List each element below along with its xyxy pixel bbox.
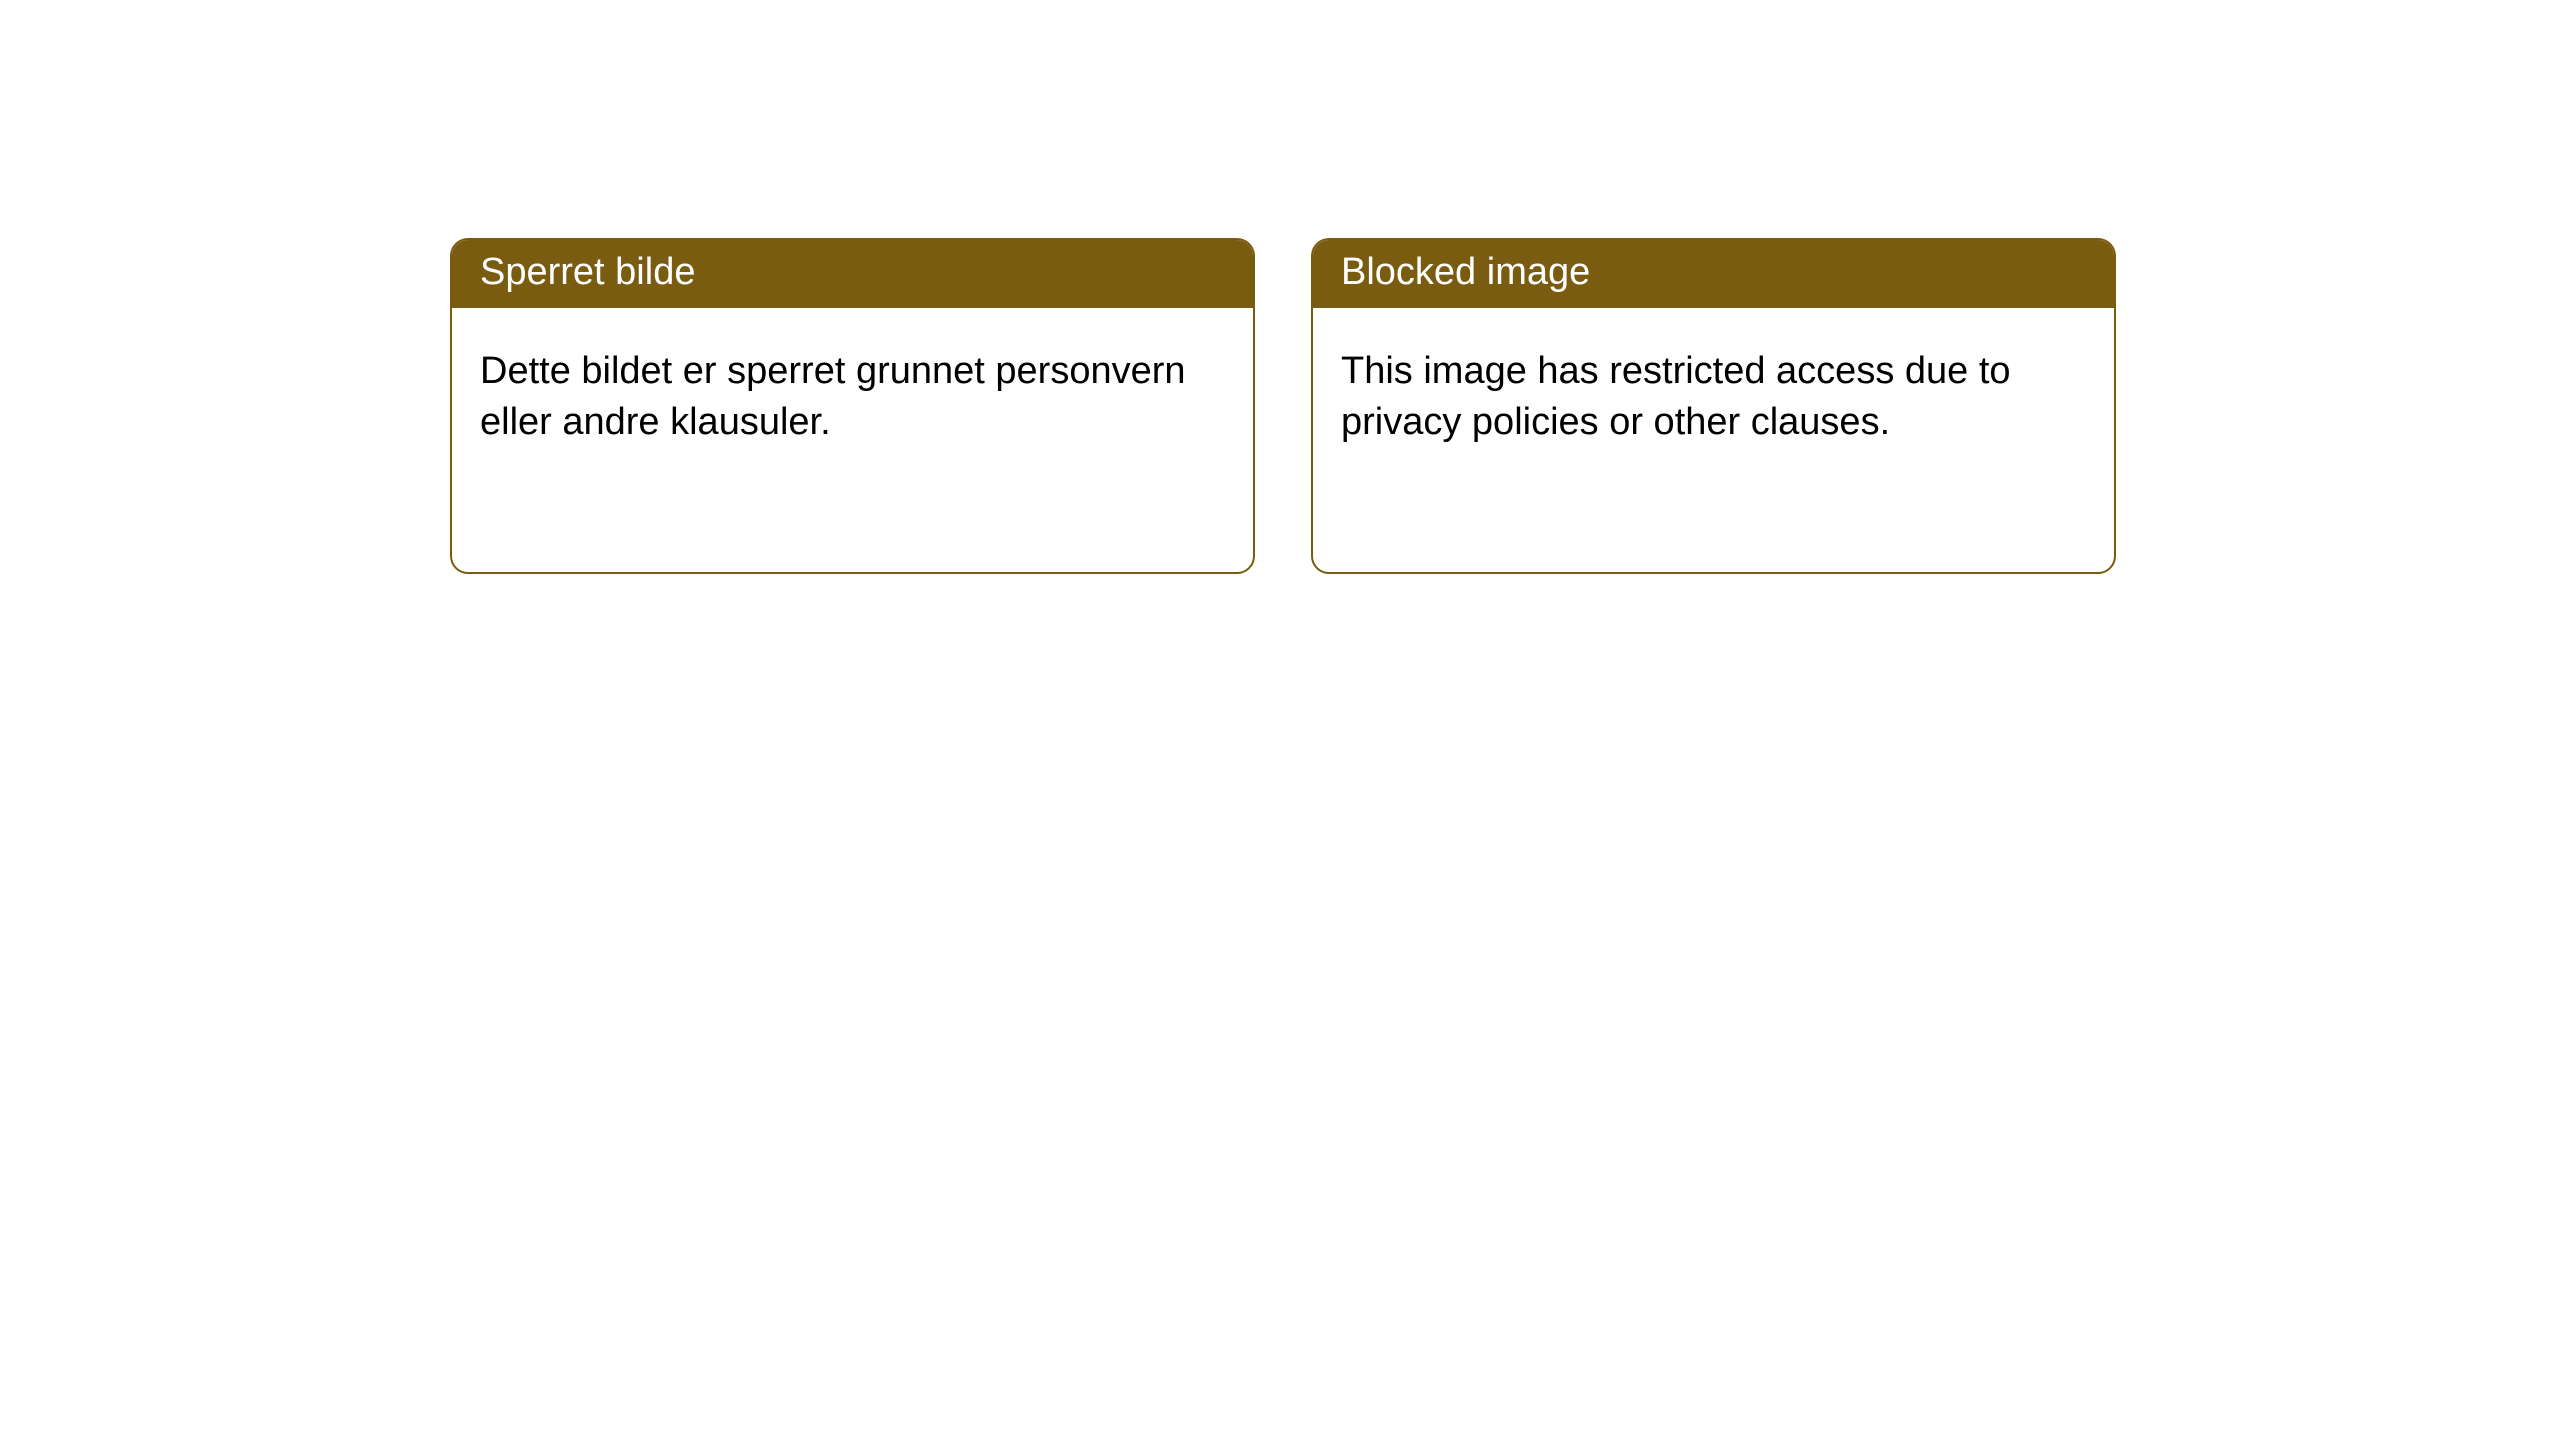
notice-header-norwegian: Sperret bilde	[452, 240, 1253, 308]
notice-container: Sperret bilde Dette bildet er sperret gr…	[0, 0, 2560, 574]
notice-box-norwegian: Sperret bilde Dette bildet er sperret gr…	[450, 238, 1255, 574]
notice-body-norwegian: Dette bildet er sperret grunnet personve…	[452, 308, 1253, 477]
notice-box-english: Blocked image This image has restricted …	[1311, 238, 2116, 574]
notice-header-english: Blocked image	[1313, 240, 2114, 308]
notice-body-english: This image has restricted access due to …	[1313, 308, 2114, 477]
